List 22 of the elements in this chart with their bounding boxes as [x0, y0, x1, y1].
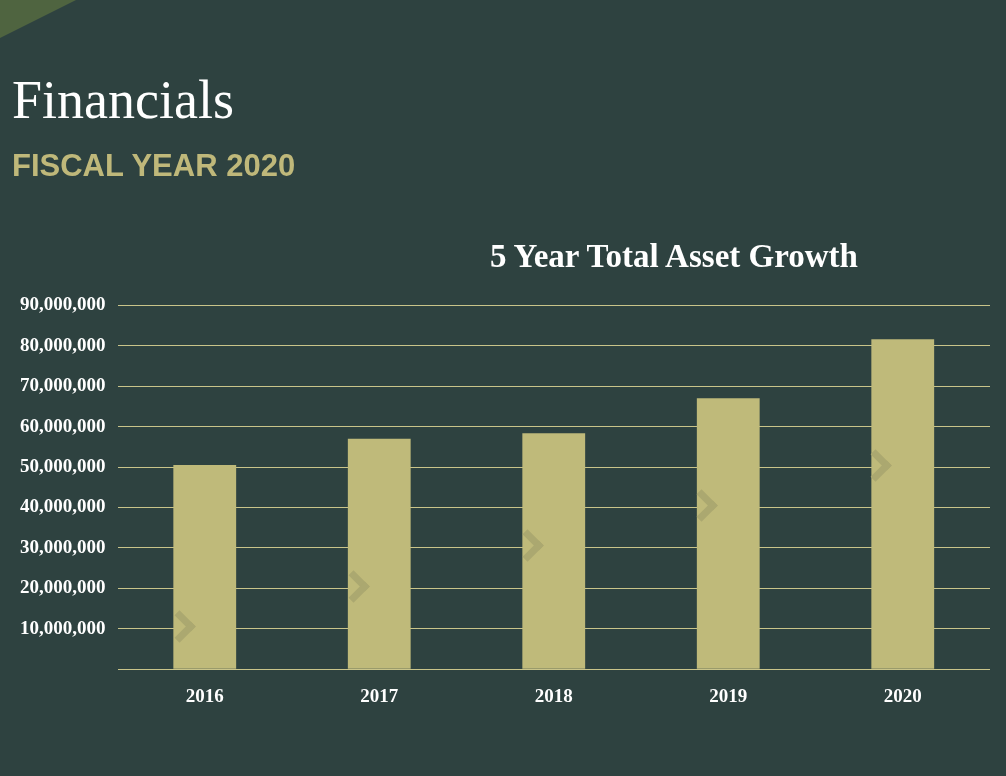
- chart-title: Financials: [12, 70, 234, 130]
- y-tick-label: 70,000,000: [20, 374, 106, 396]
- y-tick-label: 10,000,000: [20, 616, 106, 638]
- x-tick-label: 2020: [883, 684, 922, 706]
- chart-subtitle: FISCAL YEAR 2020: [12, 148, 296, 184]
- y-tick-label: 50,000,000: [20, 455, 106, 476]
- text: 5 Year Total Asset Growth: [490, 238, 858, 275]
- bar: [347, 438, 411, 669]
- y-tick-label: 80,000,000: [20, 333, 106, 355]
- y-tick-label: 90,000,000: [20, 293, 106, 315]
- x-tick-label: 2016: [185, 684, 224, 706]
- x-tick-label: 2019: [709, 684, 748, 706]
- x-tick-label: 2017: [360, 684, 399, 706]
- y-tick-label: 20,000,000: [20, 576, 106, 598]
- y-tick-label: 40,000,000: [20, 495, 106, 517]
- bar: [871, 339, 935, 669]
- bar: [696, 398, 760, 669]
- bar: [173, 465, 237, 669]
- y-tick-label: 30,000,000: [20, 535, 106, 557]
- bar: [522, 433, 586, 669]
- y-tick-label: 60,000,000: [20, 414, 106, 436]
- x-tick-label: 2018: [534, 684, 573, 706]
